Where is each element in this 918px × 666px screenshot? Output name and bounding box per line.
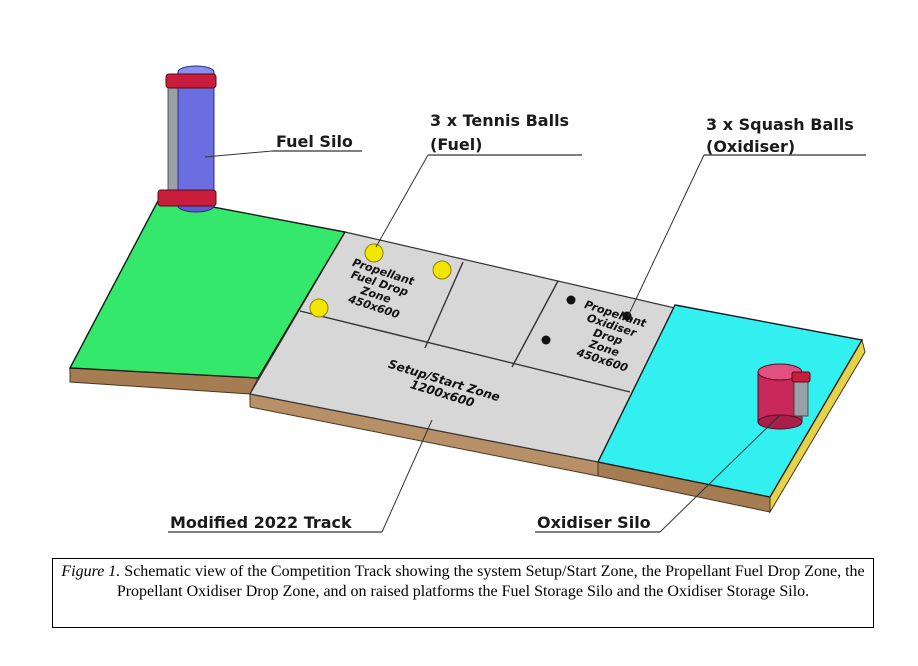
tennis-ball xyxy=(364,243,384,263)
squash-ball xyxy=(541,335,551,345)
fuel-silo-leader xyxy=(204,150,273,158)
left-platform xyxy=(68,196,347,379)
squash-leader xyxy=(627,154,705,317)
tennis-ball xyxy=(309,298,329,318)
right-platform xyxy=(596,304,864,498)
squash-balls-sub: (Oxidiser) xyxy=(706,137,795,156)
fuel-silo xyxy=(157,65,217,213)
caption-text: Schematic view of the Competition Track … xyxy=(116,563,865,600)
tennis-leader xyxy=(375,154,429,248)
squash-balls-label: 3 x Squash Balls xyxy=(706,115,854,134)
figure-caption: Figure 1. Schematic view of the Competit… xyxy=(52,558,874,628)
track-label: Modified 2022 Track xyxy=(170,513,352,532)
tennis-balls-label: 3 x Tennis Balls xyxy=(430,111,569,130)
fuel-zone-divider xyxy=(424,261,464,349)
oxidiser-silo xyxy=(757,363,811,430)
oxidiser-silo-label: Oxidiser Silo xyxy=(537,513,651,532)
tennis-ball xyxy=(432,260,452,280)
track-leader xyxy=(381,419,433,533)
tennis-balls-sub: (Fuel) xyxy=(430,135,482,154)
squash-ball xyxy=(566,295,576,305)
oxidiser-silo-leader xyxy=(659,414,781,533)
competition-track-diagram: Propellant Fuel Drop Zone 450x600 Propel… xyxy=(68,65,866,533)
oxidiser-zone-divider xyxy=(511,280,559,368)
figure-label: Figure 1. xyxy=(61,563,121,580)
tennis-balls xyxy=(309,243,452,318)
drop-zone-divider xyxy=(299,310,631,393)
fuel-silo-label: Fuel Silo xyxy=(276,132,353,151)
squash-ball xyxy=(622,311,632,321)
